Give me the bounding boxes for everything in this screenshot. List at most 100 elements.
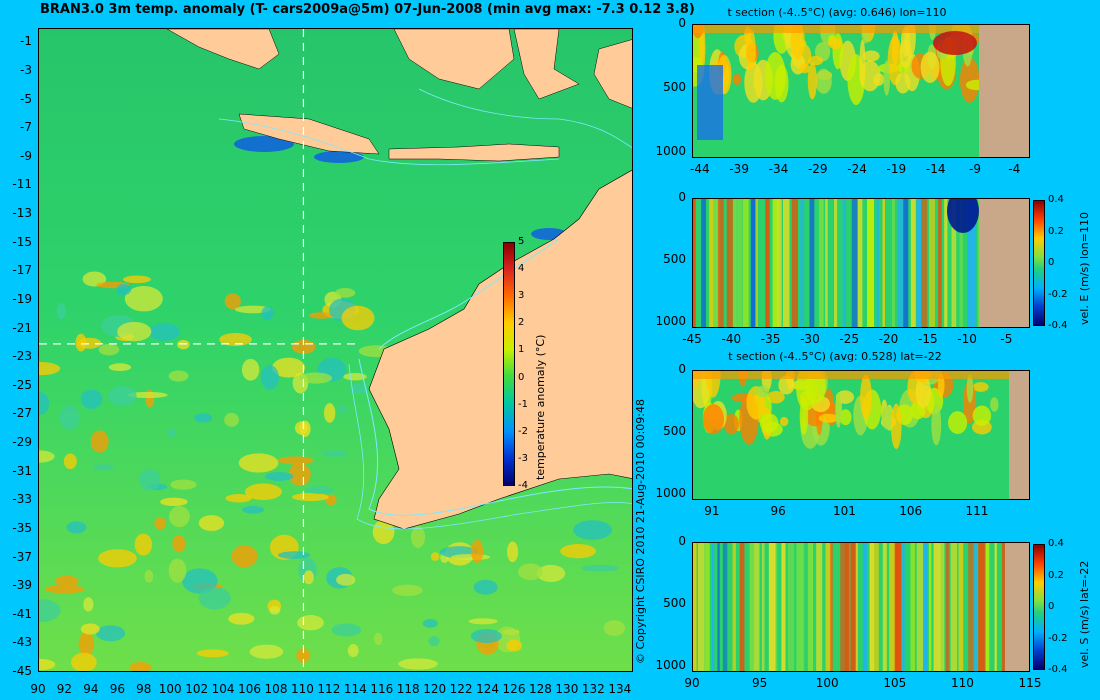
panel4-x-tick: 105 [883,676,907,690]
panel4-colorbar-tick: 0.4 [1048,538,1064,549]
temperature-colorbar-tick: -4 [518,480,528,491]
map-y-tick: -29 [12,435,32,450]
map-y-tick: -25 [12,377,32,392]
panel1-plot [692,24,1030,158]
vel-e-colorbar-label: vel. E (m/s) lon=110 [1078,212,1091,325]
map-y-tick: -3 [20,62,32,77]
map-x-tick: 126 [502,682,526,696]
map-x-tick: 118 [396,682,420,696]
temperature-colorbar-tick: 3 [518,290,525,302]
panel2-y-tick: 0 [678,190,686,204]
panel3-x-tick: 96 [770,504,786,518]
temperature-colorbar [503,242,515,486]
panel3-plot [692,370,1030,500]
panel4-y-tick: 500 [663,595,686,610]
map-y-tick: -27 [12,406,32,421]
map-y-tick: -23 [12,349,32,364]
panel2-colorbar-tick: -0.2 [1048,288,1068,300]
panel4-x-tick: 100 [815,676,839,690]
map-y-tick: -45 [12,664,32,678]
map-x-tick: 104 [211,682,235,696]
map-x-tick: 130 [555,682,579,696]
temperature-colorbar-tick: 2 [518,317,525,329]
vel-s-colorbar-label: vel. S (m/s) lat=-22 [1078,560,1091,668]
map-x-tick: 92 [56,682,73,696]
panel4-plot [692,542,1030,672]
temperature-colorbar-tick: -2 [518,425,528,437]
temperature-anomaly-map [38,28,633,672]
panel4-colorbar-tick: -0.4 [1048,664,1068,675]
land-java [238,113,380,155]
panel4-colorbar-tick: 0 [1048,601,1055,612]
panel1-x-tick: -14 [925,162,946,176]
section-land [1009,371,1029,499]
map-y-tick: -5 [20,91,32,106]
map-y-tick: -43 [12,635,32,650]
panel2-x-tick: -5 [1000,332,1013,346]
temperature-colorbar-label: temperature anomaly (°C) [534,334,547,480]
panel1-x-tick: -29 [807,162,828,176]
panel4-colorbar-tick: -0.2 [1048,632,1068,644]
map-x-tick: 90 [30,682,46,696]
panel1-x-tick: -4 [1008,162,1021,176]
map-x-tick: 96 [109,682,125,696]
panel1-x-tick: -9 [968,162,981,176]
panel4-x-tick: 110 [950,676,974,690]
vel-e-colorbar [1033,200,1045,326]
land-sumatra [166,29,280,70]
panel1-y-tick: 0 [678,16,686,30]
map-y-tick: -7 [20,120,32,135]
panel2-colorbar-tick: 0 [1048,257,1055,268]
panel2-x-tick: -35 [760,332,781,346]
section-land [1005,543,1029,671]
map-x-tick: 98 [136,682,152,696]
panel1-y-tick: 500 [663,79,686,94]
map-y-tick: -37 [12,549,32,564]
map-y-tick: -1 [20,34,32,49]
panel1-x-tick: -44 [690,162,710,176]
map-x-tick: 114 [343,682,367,696]
panel2-x-tick: -15 [918,332,938,346]
map-y-tick: -15 [12,234,32,249]
panel3-title: t section (-4..5°C) (avg: 0.528) lat=-22 [728,350,942,363]
panel2-colorbar-tick: -0.4 [1048,320,1068,331]
panel2-colorbar-tick: 0.2 [1048,225,1064,237]
panel3-x-tick: 106 [899,504,923,518]
map-title: BRAN3.0 3m temp. anomaly (T- cars2009a@5… [40,2,695,17]
map-x-tick: 128 [528,682,552,696]
map-x-tick: 112 [317,682,341,696]
bathymetry-contours [218,88,632,530]
panel4-x-tick: 115 [1018,676,1042,690]
map-x-tick: 134 [608,682,632,696]
panel3-svg [693,371,1029,499]
temperature-colorbar-tick: 0 [518,371,525,383]
map-y-tick: -21 [12,320,32,335]
land-masses [166,29,632,530]
panel1-x-tick: -34 [768,162,789,176]
temperature-colorbar-tick: 5 [518,236,525,247]
panel4-x-tick: 95 [751,676,768,690]
panel2-x-tick: -25 [839,332,860,346]
panel3-x-tick: 101 [832,504,856,518]
panel2-y-tick: 500 [663,251,686,266]
panel2-x-tick: -30 [800,332,820,346]
vel-s-colorbar [1033,544,1045,670]
map-plot-area [39,29,632,671]
map-x-tick: 100 [158,682,182,696]
map-x-tick: 106 [238,682,261,696]
panel3-y-tick: 0 [678,362,686,376]
panel3-y-tick: 500 [663,423,686,438]
map-y-tick: -13 [12,206,32,221]
map-x-tick: 116 [370,682,394,696]
map-x-tick: 120 [423,682,447,696]
map-y-tick: -9 [20,148,32,163]
map-y-tick: -31 [12,463,32,478]
panel1-x-tick: -24 [847,162,867,176]
map-x-tick: 124 [476,682,499,696]
map-x-tick: 132 [581,682,605,696]
panel2-x-tick: -45 [682,332,702,346]
land-borneo [393,29,515,90]
map-x-tick: 108 [264,682,288,696]
panel1-x-tick: -19 [886,162,907,176]
map-y-tick: -19 [12,291,32,306]
